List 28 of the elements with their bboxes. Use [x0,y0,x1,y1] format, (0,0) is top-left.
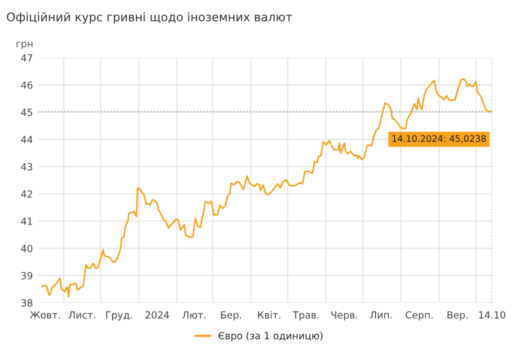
x-tick-label: Бер. [221,311,242,320]
x-tick-label: Лист. [68,311,96,319]
x-tick-label: Лип. [370,311,392,318]
y-tick-label: 42 [21,190,32,198]
x-tick-label: Квіт. [258,311,280,318]
x-tick-label: Груд. [106,311,132,320]
x-tick-label: Черв. [331,311,358,320]
line-series [40,78,492,298]
y-tick-label: 43 [21,163,32,170]
y-tick-label: 41 [21,218,32,225]
chart-title: Офіційний курс гривні щодо іноземних валют [6,12,292,24]
y-tick-label: 38 [21,299,32,307]
annotation: 14.10.2024: 45,0238 [392,135,486,143]
x-tick-label: 2024 [146,311,170,319]
x-tick-label: Трав. [292,311,319,320]
y-tick-label: 46 [21,81,32,89]
y-tick-label: 44 [21,136,32,144]
x-tick-label: Серп. [406,311,433,320]
x-tick-label: Лют. [182,311,206,319]
x-tick-label: 14.10 [479,311,506,319]
y-tick-label: 45 [21,108,32,116]
y-axis-title: грн [16,42,32,50]
y-tick-label: 40 [21,244,32,252]
legend-label: Євро (за 1 одиницю) [218,332,322,342]
y-tick-label: 39 [21,272,32,280]
x-tick-label: Вер. [448,311,468,320]
x-tick-label: Жовт. [30,311,60,319]
y-tick-label: 47 [21,54,32,62]
